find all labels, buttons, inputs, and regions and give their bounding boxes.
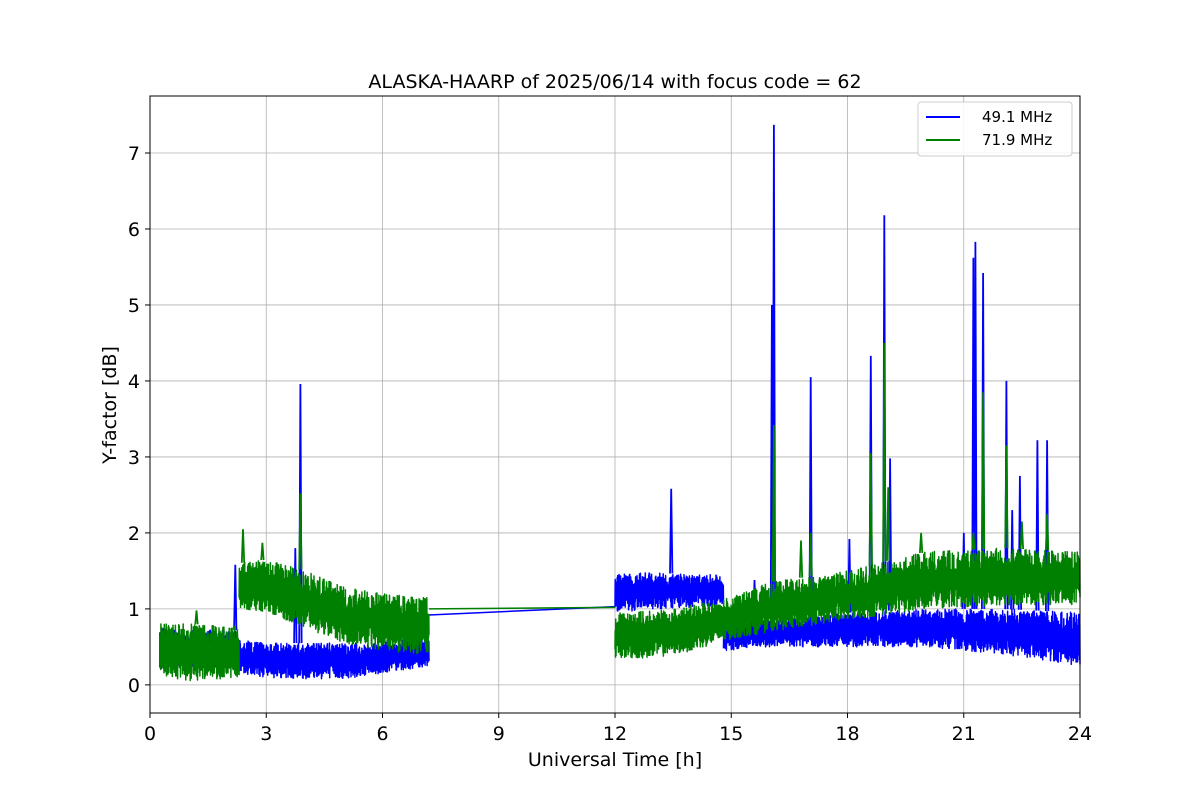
- x-tick-label: 18: [835, 723, 859, 745]
- x-axis-label: Universal Time [h]: [528, 749, 702, 771]
- series-spike: [298, 493, 303, 570]
- series-band: [238, 560, 430, 655]
- series-spike: [1045, 513, 1050, 551]
- series-spike: [240, 529, 246, 563]
- series-spike: [669, 488, 674, 574]
- y-tick-label: 4: [128, 371, 140, 393]
- series-spike: [973, 241, 978, 609]
- x-tick-label: 15: [719, 723, 743, 745]
- series-band: [614, 547, 1081, 659]
- series-spike: [971, 532, 976, 550]
- series-spike: [981, 392, 986, 550]
- x-axis-ticks: 0 3 6 9 12 15 18 21 24: [144, 713, 1092, 745]
- x-tick-label: 3: [260, 723, 272, 745]
- legend-label-49: 49.1 MHz: [982, 108, 1052, 126]
- x-tick-label: 24: [1068, 723, 1092, 745]
- x-tick-label: 0: [144, 723, 156, 745]
- legend-box: [917, 101, 1073, 157]
- series-spike: [233, 564, 238, 631]
- y-tick-label: 0: [128, 675, 140, 697]
- y-tick-label: 1: [128, 599, 140, 621]
- series-spike: [798, 540, 804, 578]
- series-band: [614, 572, 725, 612]
- series-spike: [1019, 521, 1024, 550]
- series-spike: [882, 342, 887, 562]
- legend: 49.1 MHz 71.9 MHz: [917, 101, 1073, 157]
- y-axis-ticks: 0 1 2 3 4 5 6 7: [128, 143, 150, 697]
- chart-title: ALASKA-HAARP of 2025/06/14 with focus co…: [368, 71, 861, 93]
- y-tick-label: 6: [128, 219, 140, 241]
- y-tick-label: 7: [128, 143, 140, 165]
- x-tick-label: 12: [603, 723, 627, 745]
- y-tick-label: 2: [128, 523, 140, 545]
- series-spike: [771, 424, 776, 582]
- y-axis-label: Y-factor [dB]: [99, 346, 121, 465]
- series-spike: [868, 453, 873, 566]
- legend-label-71: 71.9 MHz: [982, 131, 1052, 149]
- y-tick-label: 3: [128, 447, 140, 469]
- x-tick-label: 9: [493, 723, 505, 745]
- series-spike: [808, 532, 813, 577]
- series-spike: [886, 487, 891, 561]
- series-1: [158, 342, 1081, 682]
- x-tick-label: 6: [376, 723, 388, 745]
- series-bridge: [428, 606, 616, 610]
- y-tick-label: 5: [128, 295, 140, 317]
- series-spike: [919, 532, 924, 553]
- series-band: [158, 623, 240, 682]
- x-tick-label: 21: [952, 723, 976, 745]
- series-layer: [158, 124, 1081, 682]
- series-spike: [194, 610, 199, 625]
- series-spike: [1004, 445, 1009, 549]
- series-spike: [260, 542, 265, 561]
